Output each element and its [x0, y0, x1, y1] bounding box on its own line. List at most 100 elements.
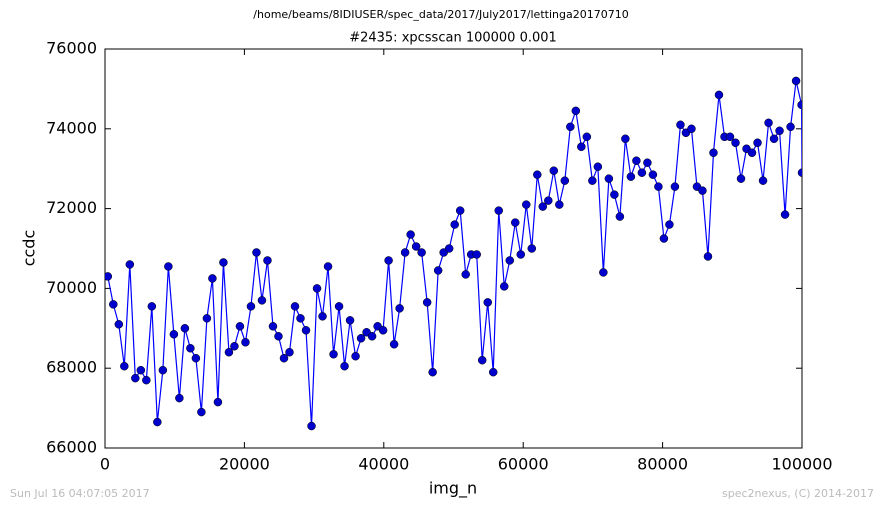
data-point [455, 206, 465, 215]
data-point [709, 148, 718, 157]
y-tick-label: 66000 [46, 438, 97, 457]
data-point [555, 200, 564, 209]
data-point [219, 258, 228, 267]
data-point [197, 407, 206, 417]
data-point [654, 182, 663, 191]
data-point [599, 268, 608, 277]
data-point [109, 300, 118, 309]
data-point [257, 296, 267, 305]
data-point [384, 256, 393, 265]
data-point [191, 353, 201, 363]
data-point [577, 142, 586, 152]
data-point [797, 168, 802, 177]
data-point [241, 338, 250, 347]
data-point [345, 316, 355, 325]
data-point [505, 256, 514, 265]
data-line [107, 80, 802, 427]
data-point [279, 353, 289, 363]
data-point [329, 349, 338, 359]
data-point [461, 270, 470, 279]
y-tick-label: 74000 [46, 118, 97, 137]
data-point [230, 342, 239, 351]
data-point [285, 347, 294, 357]
data-point [626, 172, 636, 181]
plot-area [105, 76, 802, 431]
data-point [120, 361, 129, 371]
data-point [665, 220, 674, 229]
x-tick-label: 0 [100, 455, 110, 474]
data-point [621, 134, 630, 144]
data-point [268, 322, 278, 331]
data-point [522, 200, 531, 209]
data-point [516, 250, 526, 259]
x-tick-label: 60000 [498, 455, 549, 474]
data-point [582, 132, 592, 142]
data-point [290, 302, 300, 311]
data-point [417, 248, 426, 257]
data-point [698, 186, 707, 195]
y-tick-label: 76000 [46, 39, 97, 58]
data-point [659, 234, 669, 243]
x-tick-label: 100000 [771, 455, 832, 474]
data-point [791, 76, 801, 86]
data-point [400, 248, 410, 257]
data-point [147, 302, 157, 311]
data-point [389, 340, 399, 349]
data-point [714, 90, 724, 100]
data-point [252, 248, 261, 257]
data-point [764, 118, 773, 128]
data-point [378, 326, 388, 335]
data-point [560, 176, 570, 185]
data-point [307, 421, 316, 431]
data-point [786, 122, 795, 132]
data-point [676, 120, 685, 130]
footer-timestamp: Sun Jul 16 04:07:05 2017 [10, 487, 150, 500]
data-point [758, 176, 768, 185]
data-point [175, 393, 184, 403]
data-point [142, 375, 151, 385]
data-point [494, 206, 503, 215]
data-point [483, 298, 492, 307]
data-point [274, 332, 283, 341]
data-point [202, 314, 212, 323]
y-axis-label: ccdc [20, 230, 39, 267]
data-point [499, 282, 509, 291]
data-point [775, 126, 784, 136]
x-axis-label: img_n [429, 479, 477, 499]
data-point [450, 220, 459, 229]
data-point [169, 330, 179, 339]
data-point [533, 170, 542, 179]
data-point [340, 361, 349, 371]
data-point [670, 182, 680, 191]
footer-credit: spec2nexus, (C) 2014-2017 [722, 487, 874, 500]
data-point [422, 298, 432, 307]
data-point [566, 122, 575, 132]
data-point [736, 174, 746, 183]
data-point [444, 244, 454, 253]
plot-frame [104, 48, 803, 449]
data-point [538, 202, 548, 211]
data-point [472, 250, 481, 259]
data-point [511, 218, 520, 227]
data-point [105, 272, 113, 281]
data-point [731, 138, 740, 148]
data-point [687, 124, 696, 134]
data-point [615, 212, 625, 221]
data-point [433, 266, 443, 275]
data-point [632, 156, 641, 165]
data-point [643, 158, 652, 167]
data-point [186, 344, 195, 353]
data-point [136, 365, 146, 375]
data-point [246, 302, 256, 311]
data-point [235, 322, 245, 331]
data-point [703, 252, 713, 261]
data-point [208, 274, 217, 283]
data-point [780, 210, 790, 219]
data-point [610, 190, 619, 199]
x-tick-label: 20000 [219, 455, 270, 474]
x-tick-label: 80000 [637, 455, 688, 474]
data-point [213, 397, 223, 407]
data-point [637, 168, 647, 177]
